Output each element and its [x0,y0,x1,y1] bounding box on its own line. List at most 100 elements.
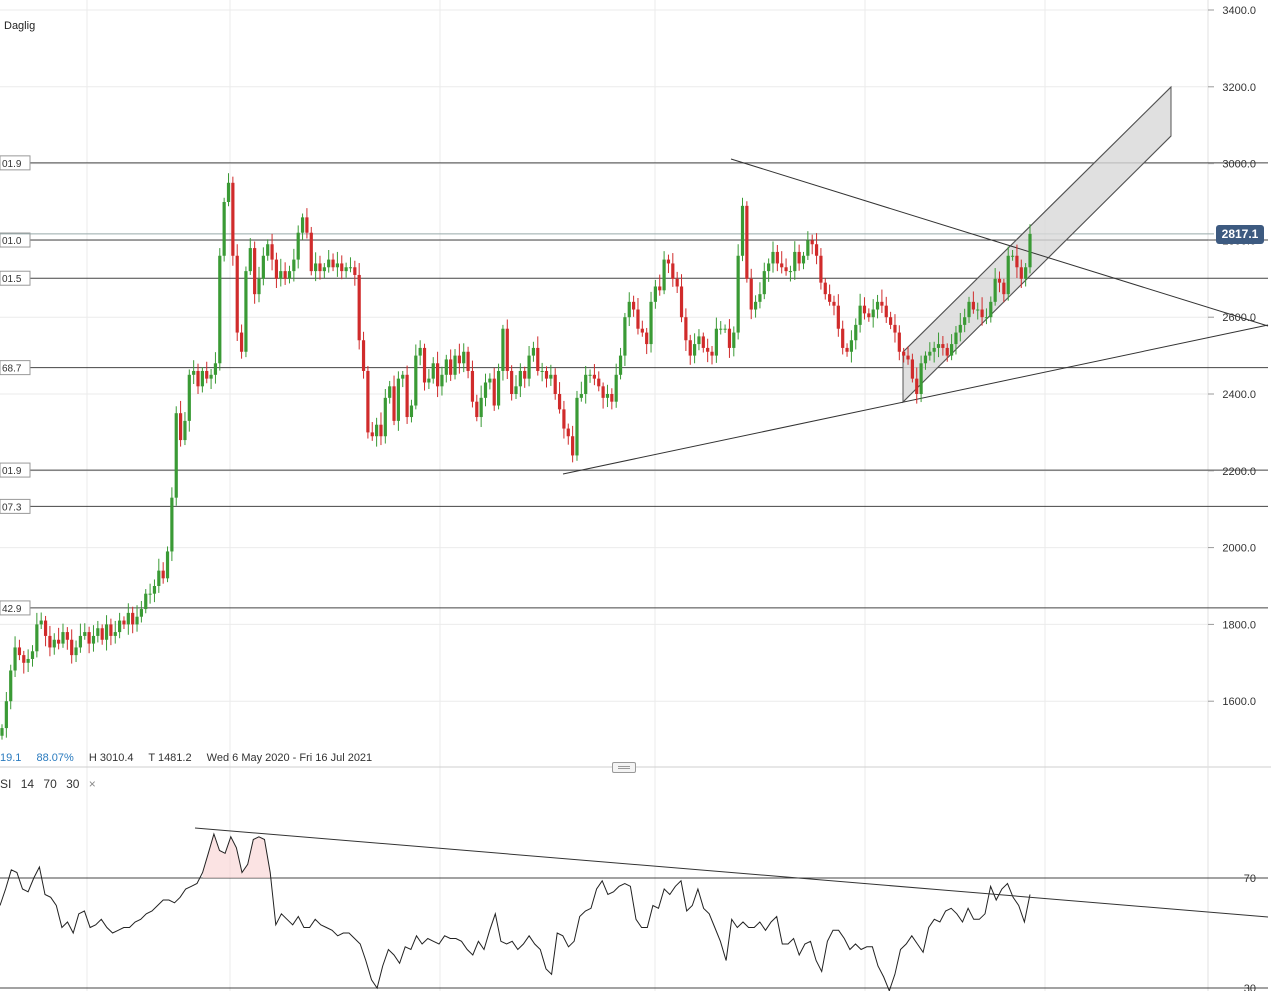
candle-body [422,347,427,383]
candle-body [684,317,688,341]
candle-body [414,355,418,406]
candle-body [806,240,810,256]
candle-body [244,271,248,352]
candle-body [1024,267,1028,279]
candle-body [740,205,745,256]
candle-body [949,344,954,356]
axis-tick-label: 2000.0 [1222,543,1256,555]
candle-body [880,301,884,306]
candle-body [810,240,814,245]
channel-lower-line [902,135,1172,403]
candle-body [692,344,697,356]
trendlines [562,158,1269,475]
candle-body [222,202,226,256]
level-label-box [0,232,31,248]
candle-body [361,340,366,371]
info-date-range: Wed 6 May 2020 - Fri 16 Jul 2021 [206,752,373,764]
price-axis: 3400.03200.03000.02800.02600.02400.02200… [1208,5,1256,708]
candle-body [527,355,531,379]
candle-body [22,655,26,663]
candle-body [353,267,357,275]
candle-body [653,286,657,302]
candle-body [266,244,270,256]
candle-body [427,378,431,383]
candle-body [314,263,318,272]
candle-body [658,286,662,291]
candle-body [322,267,326,272]
rsi-lower: 30 [66,777,80,791]
candle-body [614,374,618,402]
candle-body [845,347,849,352]
candle-body [649,301,653,345]
candle-body [836,305,840,329]
candle-body [13,647,17,671]
level-label: 01.0 [2,236,22,247]
candle-body [401,374,405,379]
candle-body [1006,255,1010,295]
timeframe-label[interactable]: Daglig [4,20,36,32]
candle-body [300,217,305,233]
panel-splitter-handle[interactable] [612,762,636,773]
axis-tick-label: 3400.0 [1222,5,1256,17]
candle-body [157,570,161,586]
candle-body [954,332,958,345]
candle-body [74,647,78,656]
candle-body [248,248,252,272]
info-high: H 3010.4 [88,752,134,764]
candle-body [309,232,313,272]
level-label-box [0,498,31,514]
axis-tick-label: 2600.0 [1222,312,1256,324]
candle-body [466,351,470,371]
candle-body [575,397,579,456]
candle-body [48,635,52,648]
candle-body [70,639,74,656]
candle-body [17,647,22,656]
candle-body [945,347,949,356]
candle-body [43,620,48,636]
level-label: 01.9 [2,159,22,170]
info-bar: 19.1 88.07% H 3010.4 T 1481.2 Wed 6 May … [0,752,384,764]
candle-body [501,328,505,371]
candle-body [152,586,157,594]
level-label: 42.9 [2,604,22,615]
candle-body [967,301,971,318]
candle-body [305,217,309,233]
candle-body [39,620,43,625]
candle-body [104,624,109,640]
candle-body [340,263,344,272]
info-low: T 1481.2 [148,752,192,764]
rsi-close-icon[interactable]: × [88,777,96,791]
rsi-period: 14 [20,777,35,791]
candle-body [231,182,235,256]
candle-body [919,363,923,394]
candle-body [867,313,871,318]
rsi-upper: 70 [43,777,57,791]
candle-body [510,370,514,394]
info-percent: 88.07% [36,752,74,764]
candle-body [435,363,440,387]
candle-body [553,374,557,394]
rsi-name: SI [0,777,12,791]
candle-body [113,632,117,636]
level-label: 01.5 [2,274,22,285]
rsi-trendline [194,827,1269,918]
candle-body [932,347,936,352]
candle-body [531,347,536,356]
candle-body [91,635,96,644]
candle-body [375,424,379,437]
candle-body [797,251,801,264]
candle-body [187,374,191,421]
candle-body [57,639,61,644]
candlesticks [0,173,1032,740]
candle-body [196,370,200,387]
candle-body [514,386,518,394]
candle-body [889,317,893,325]
candle-body [253,248,257,295]
candle-body [261,255,265,279]
candle-body [392,386,396,421]
candle-body [65,632,69,640]
candle-body [1002,282,1006,295]
candle-body [235,255,239,333]
rsi-overbought-fill [202,834,271,878]
